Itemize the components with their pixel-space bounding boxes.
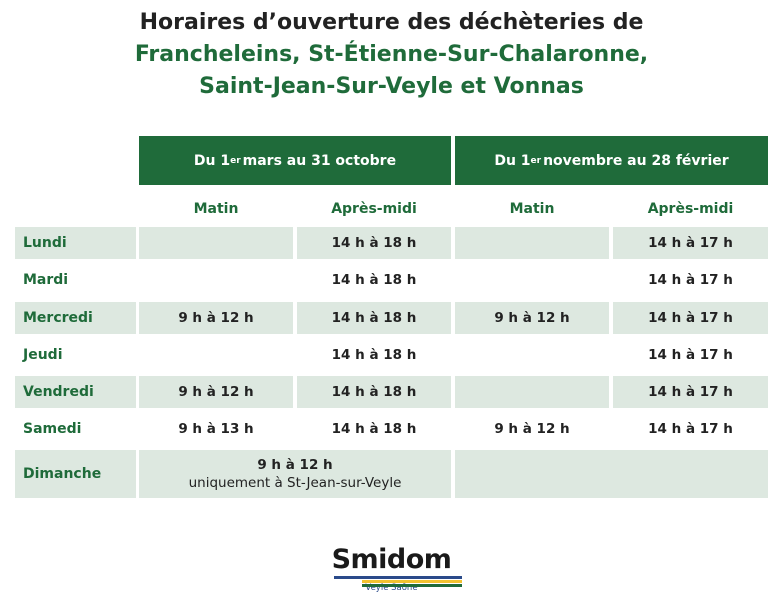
cell-friday-winter-morning [455,376,609,408]
logo-name: Smidom [331,544,452,575]
cell-tuesday-winter-afternoon: 14 h à 17 h [648,272,733,288]
logo-tagline: Veyle Saône [365,583,418,593]
sunday-note: uniquement à St-Jean-sur-Veyle [188,475,402,491]
period-winter-post: novembre au 28 février [543,152,729,169]
cell-monday-winter-morning [455,227,609,259]
column-header-summer-morning: Matin [193,201,239,217]
cell-wednesday-winter-morning: 9 h à 12 h [455,302,609,334]
column-header-summer-afternoon: Après-midi [331,201,417,217]
period-winter-sup: er [530,155,542,166]
cell-friday-summer-afternoon: 14 h à 18 h [297,376,451,408]
period-winter-pre: Du 1 [494,152,531,169]
sunday-hours: 9 h à 12 h [257,457,333,473]
smidom-logo: Smidom Veyle Saône [0,545,783,594]
cell-tuesday-summer-afternoon: 14 h à 18 h [331,272,417,288]
cell-saturday-winter-morning: 9 h à 12 h [494,421,570,437]
logo-stripe-blue [334,576,462,579]
cell-saturday-winter-afternoon: 14 h à 17 h [648,421,733,437]
cell-friday-summer-morning: 9 h à 12 h [139,376,293,408]
cell-friday-winter-afternoon: 14 h à 17 h [613,376,768,408]
period-header-summer: Du 1 er mars au 31 octobre [139,136,451,185]
cell-thursday-summer-afternoon: 14 h à 18 h [331,347,417,363]
title-line-3: Saint-Jean-Sur-Veyle et Vonnas [199,74,584,99]
cell-saturday-summer-afternoon: 14 h à 18 h [331,421,417,437]
cell-monday-summer-afternoon: 14 h à 18 h [297,227,451,259]
column-header-winter-morning: Matin [509,201,555,217]
cell-thursday-winter-afternoon: 14 h à 17 h [648,347,733,363]
logo-stripe-green [362,584,462,587]
day-monday: Lundi [15,227,136,259]
title-line-1: Horaires d’ouverture des déchèteries de [139,10,644,35]
cell-sunday-summer: 9 h à 12 h uniquement à St-Jean-sur-Veyl… [139,450,451,498]
day-sunday: Dimanche [15,450,136,498]
cell-saturday-summer-morning: 9 h à 13 h [178,421,254,437]
day-friday: Vendredi [15,376,136,408]
period-summer-pre: Du 1 [193,152,231,169]
cell-wednesday-summer-afternoon: 14 h à 18 h [297,302,451,334]
period-summer-sup: er [230,155,241,166]
period-header-winter: Du 1 er novembre au 28 février [455,136,768,185]
column-header-winter-afternoon: Après-midi [647,201,734,217]
day-wednesday: Mercredi [15,302,136,334]
cell-monday-winter-afternoon: 14 h à 17 h [613,227,768,259]
title-line-2: Francheleins, St-Étienne-Sur-Chalaronne, [134,42,649,67]
period-summer-post: mars au 31 octobre [242,152,397,169]
cell-wednesday-summer-morning: 9 h à 12 h [139,302,293,334]
cell-thursday-winter-morning [455,339,609,371]
cell-tuesday-winter-morning [455,264,609,296]
cell-wednesday-winter-afternoon: 14 h à 17 h [613,302,768,334]
logo-stripe-yellow [362,580,462,583]
day-thursday: Jeudi [23,347,63,363]
cell-tuesday-summer-morning [139,264,293,296]
cell-monday-summer-morning [139,227,293,259]
day-tuesday: Mardi [23,272,69,288]
cell-thursday-summer-morning [139,339,293,371]
cell-sunday-winter [455,450,768,498]
day-saturday: Samedi [23,421,82,437]
